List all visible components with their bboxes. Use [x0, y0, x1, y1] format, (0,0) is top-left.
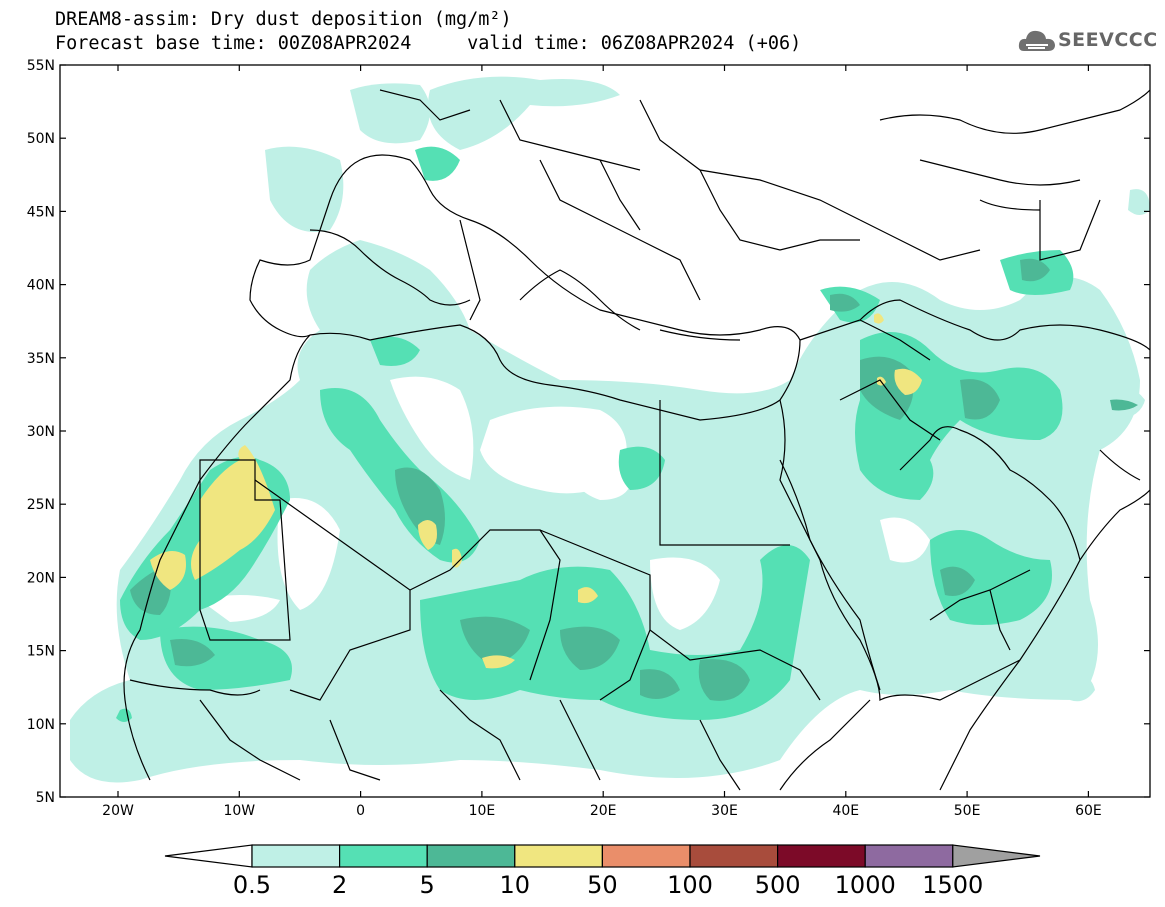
map-title: DREAM8-assim: Dry dust deposition (mg/m²… — [55, 9, 512, 30]
colorbar-segment — [339, 844, 428, 868]
colorbar-label: 5 — [420, 871, 435, 899]
colorbar-segment — [864, 844, 954, 868]
colorbar-segment — [601, 844, 691, 868]
colorbar-under-triangle — [164, 844, 253, 868]
colorbar-segment — [426, 844, 516, 868]
logo-text: SEEVCCC — [1058, 29, 1158, 51]
dust-field — [60, 65, 1150, 797]
lat-tick-label: 35N — [27, 351, 55, 367]
lon-tick-label: 50E — [954, 803, 981, 819]
seevccc-logo: SEEVCCC — [1018, 27, 1157, 57]
latitude-axis: 55N 50N 45N 40N 35N 30N 25N 20N 15N 10N 5N — [27, 58, 1150, 806]
colorbar-label: 500 — [755, 871, 801, 899]
cloud-icon — [1018, 30, 1055, 51]
lat-tick-label: 45N — [27, 204, 55, 220]
lon-tick-label: 10E — [469, 803, 496, 819]
lat-tick-label: 10N — [27, 717, 55, 733]
colorbar-segment — [689, 844, 779, 868]
colorbar: 0.5 2 5 10 50 100 500 1000 1500 — [164, 844, 1041, 899]
lon-tick-label: 20E — [590, 803, 617, 819]
lat-tick-label: 55N — [27, 58, 55, 74]
colorbar-label: 10 — [500, 871, 531, 899]
colorbar-label: 2 — [332, 871, 347, 899]
lon-tick-label: 20W — [102, 803, 134, 819]
lon-tick-label: 10W — [223, 803, 255, 819]
colorbar-label: 1000 — [835, 871, 896, 899]
colorbar-over-triangle — [952, 844, 1041, 868]
forecast-time-label: Forecast base time: 00Z08APR2024 valid t… — [55, 33, 802, 54]
lat-tick-label: 20N — [27, 570, 55, 586]
lat-tick-label: 40N — [27, 278, 55, 294]
colorbar-segment — [514, 844, 603, 868]
colorbar-label: 50 — [587, 871, 618, 899]
colorbar-label: 100 — [667, 871, 713, 899]
lon-tick-label: 60E — [1075, 803, 1102, 819]
lat-tick-label: 25N — [27, 497, 55, 513]
lat-tick-label: 15N — [27, 644, 55, 660]
colorbar-segment — [776, 844, 866, 868]
lat-tick-label: 50N — [27, 131, 55, 147]
colorbar-label: 1500 — [922, 871, 983, 899]
lon-tick-label: 0 — [356, 803, 365, 819]
colorbar-segment — [251, 844, 341, 868]
colorbar-label: 0.5 — [233, 871, 271, 899]
longitude-axis: 20W 10W 0 10E 20E 30E 40E 50E 60E — [102, 65, 1102, 819]
lon-tick-label: 40E — [832, 803, 859, 819]
lon-tick-label: 30E — [711, 803, 738, 819]
lat-tick-label: 30N — [27, 424, 55, 440]
lat-tick-label: 5N — [36, 790, 55, 806]
